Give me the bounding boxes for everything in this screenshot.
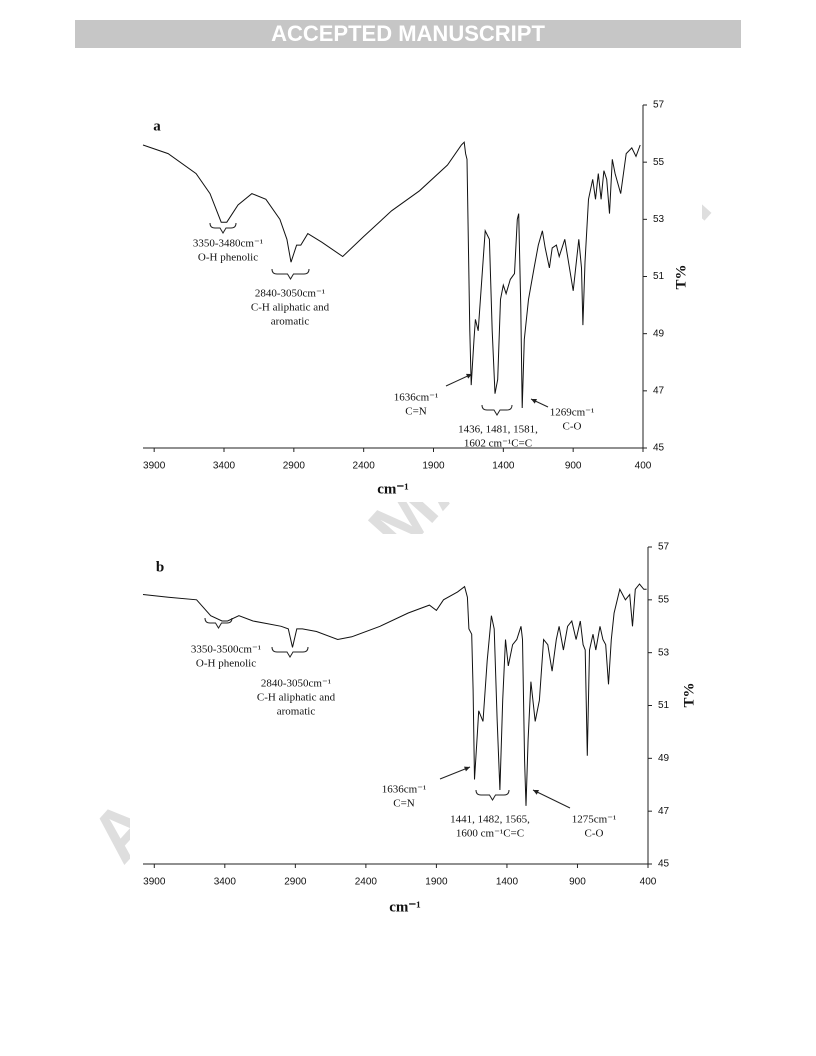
brace bbox=[271, 646, 309, 658]
x-tick-label: 3400 bbox=[213, 461, 236, 472]
annotation: C-H aliphatic and bbox=[257, 692, 336, 704]
arrowhead bbox=[531, 398, 537, 404]
banner-text: ACCEPTED MANUSCRIPT bbox=[271, 21, 545, 46]
x-tick-label: 3900 bbox=[143, 877, 166, 888]
annotation: 1269cm⁻¹ bbox=[550, 407, 595, 419]
x-tick-label: 2400 bbox=[353, 461, 376, 472]
y-axis-label: T% bbox=[673, 264, 689, 289]
annotation: 1441, 1482, 1565, bbox=[450, 814, 530, 826]
y-tick-label: 51 bbox=[653, 271, 665, 282]
annotation: aromatic bbox=[271, 316, 310, 328]
brace bbox=[475, 789, 510, 801]
y-tick-label: 55 bbox=[658, 594, 670, 605]
x-tick-label: 1900 bbox=[422, 461, 445, 472]
figure-background bbox=[130, 92, 702, 502]
annotation: C=N bbox=[393, 798, 415, 810]
banner bbox=[75, 20, 741, 48]
annotation: O-H phenolic bbox=[196, 658, 256, 670]
annotation: C-H aliphatic and bbox=[251, 302, 330, 314]
x-tick-label: 2900 bbox=[284, 877, 307, 888]
y-tick-label: 51 bbox=[658, 700, 670, 711]
panel-label: b bbox=[156, 559, 164, 575]
y-tick-label: 47 bbox=[653, 385, 665, 396]
annotation: 1636cm⁻¹ bbox=[382, 784, 427, 796]
annotation: C=N bbox=[405, 406, 427, 418]
annotation: 1436, 1481, 1581, bbox=[458, 424, 538, 436]
y-tick-label: 47 bbox=[658, 806, 670, 817]
annotation: C-O bbox=[563, 421, 582, 433]
figure-background bbox=[130, 534, 708, 918]
annotation: 2840-3050cm⁻¹ bbox=[261, 678, 331, 690]
x-tick-label: 400 bbox=[640, 877, 657, 888]
annotation: 1602 cm⁻¹C=C bbox=[464, 438, 532, 450]
x-tick-label: 1400 bbox=[496, 877, 519, 888]
annotation: 1600 cm⁻¹C=C bbox=[456, 828, 524, 840]
annotation: O-H phenolic bbox=[198, 252, 258, 264]
annotation: aromatic bbox=[277, 706, 316, 718]
x-tick-label: 900 bbox=[569, 877, 586, 888]
x-tick-label: 2900 bbox=[283, 461, 306, 472]
annotation: 3350-3500cm⁻¹ bbox=[191, 644, 261, 656]
y-tick-label: 53 bbox=[658, 647, 670, 658]
y-tick-label: 45 bbox=[653, 443, 665, 454]
annotation: 2840-3050cm⁻¹ bbox=[255, 288, 325, 300]
x-tick-label: 3400 bbox=[214, 877, 237, 888]
arrowhead bbox=[533, 790, 539, 795]
y-tick-label: 49 bbox=[658, 753, 670, 764]
x-tick-label: 400 bbox=[635, 461, 652, 472]
brace bbox=[481, 404, 513, 416]
annotation: 3350-3480cm⁻¹ bbox=[193, 238, 263, 250]
x-axis-label: cm⁻¹ bbox=[377, 481, 409, 497]
brace bbox=[209, 222, 237, 234]
x-tick-label: 1900 bbox=[425, 877, 448, 888]
panel-label: a bbox=[153, 118, 161, 134]
y-axis-label: T% bbox=[681, 682, 697, 707]
x-tick-label: 2400 bbox=[355, 877, 378, 888]
spectrum-line bbox=[142, 583, 647, 806]
annotation: C-O bbox=[585, 828, 604, 840]
y-tick-label: 57 bbox=[658, 542, 670, 553]
y-tick-label: 45 bbox=[658, 859, 670, 870]
brace bbox=[204, 617, 233, 629]
x-axis-label: cm⁻¹ bbox=[389, 899, 421, 915]
annotation: 1275cm⁻¹ bbox=[572, 814, 617, 826]
x-tick-label: 3900 bbox=[143, 461, 166, 472]
y-tick-label: 57 bbox=[653, 100, 665, 111]
spectrum-line bbox=[142, 141, 641, 409]
y-tick-label: 53 bbox=[653, 214, 665, 225]
y-tick-label: 49 bbox=[653, 328, 665, 339]
brace bbox=[271, 268, 310, 280]
annotation: 1636cm⁻¹ bbox=[394, 392, 439, 404]
x-tick-label: 900 bbox=[565, 461, 582, 472]
arrowhead bbox=[466, 373, 472, 379]
arrowhead bbox=[464, 766, 470, 772]
arrow bbox=[532, 789, 571, 809]
y-tick-label: 55 bbox=[653, 157, 665, 168]
x-tick-label: 1400 bbox=[492, 461, 515, 472]
